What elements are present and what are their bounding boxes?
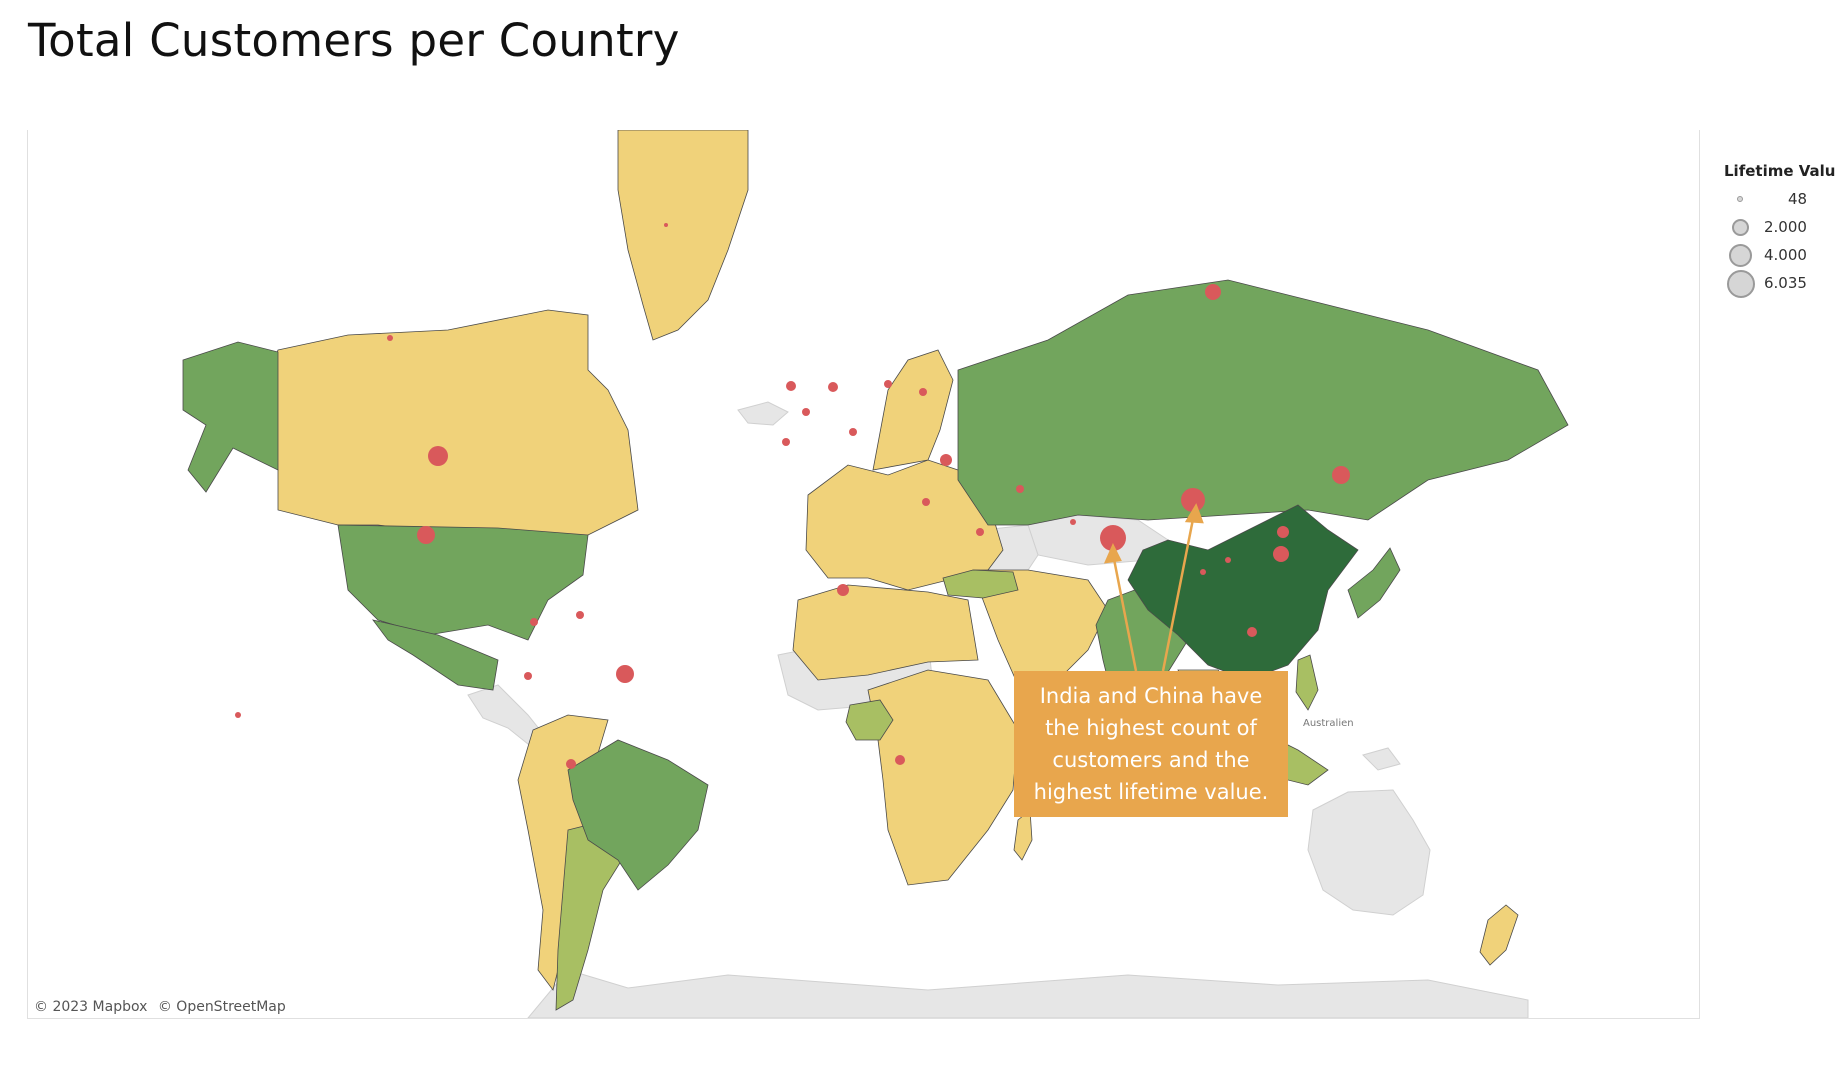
bubble-india[interactable] xyxy=(1100,525,1126,551)
bubble-pakistan[interactable] xyxy=(1070,519,1076,525)
bubble-venezuela[interactable] xyxy=(576,611,584,619)
bubble-spain[interactable] xyxy=(782,438,790,446)
annotation-callout: India and China have the highest count o… xyxy=(1014,671,1288,817)
united-states-shape xyxy=(337,524,589,641)
legend-label-6035: 6.035 xyxy=(1764,274,1807,292)
bubble-france[interactable] xyxy=(802,408,810,416)
bubble-taiwan[interactable] xyxy=(1277,526,1289,538)
map-canvas: Australien xyxy=(182,130,1569,1018)
legend-size-dot-large xyxy=(1729,244,1752,267)
bubble-philippines[interactable] xyxy=(1273,546,1289,562)
brazil-shape xyxy=(567,739,709,891)
legend-size-dot-xlarge xyxy=(1727,270,1755,298)
iceland-shape xyxy=(737,401,789,426)
alaska-shape xyxy=(182,341,279,493)
china-shape xyxy=(1127,504,1359,681)
middle-east-shape xyxy=(972,569,1109,691)
bubble-united-states[interactable] xyxy=(428,446,448,466)
nigeria-shape xyxy=(845,699,894,741)
legend-label-4000: 4.000 xyxy=(1764,246,1807,264)
bubble-germany[interactable] xyxy=(828,382,838,392)
bubble-peru[interactable] xyxy=(524,672,532,680)
legend-item-2000: 2.000 xyxy=(1724,214,1836,242)
legend-size-dot-small xyxy=(1737,196,1743,202)
bubble-argentina[interactable] xyxy=(566,759,576,769)
arrowhead-india xyxy=(1103,543,1122,564)
japan-shape xyxy=(1347,547,1401,619)
size-legend: Lifetime Value 48 2.000 4.000 6.035 xyxy=(1724,162,1836,298)
legend-item-6035: 6.035 xyxy=(1724,270,1836,298)
new-zealand-shape xyxy=(1479,904,1519,966)
ocean-label: Australien xyxy=(1303,718,1354,729)
new-guinea-shape xyxy=(1362,747,1401,771)
bubble-ukraine[interactable] xyxy=(919,388,927,396)
osm-credit[interactable]: © OpenStreetMap xyxy=(157,999,286,1015)
greenland-shape xyxy=(617,130,749,341)
bubble-south-africa[interactable] xyxy=(895,755,905,765)
australia-shape xyxy=(1307,789,1431,916)
bubble-turkey[interactable] xyxy=(940,454,952,466)
bubble-saudi-arabia[interactable] xyxy=(976,528,984,536)
bubble-poland[interactable] xyxy=(884,380,892,388)
russia-shape xyxy=(957,279,1569,526)
legend-label-48: 48 xyxy=(1788,190,1808,208)
legend-label-2000: 2.000 xyxy=(1764,218,1807,236)
bubble-nigeria[interactable] xyxy=(837,584,849,596)
annotation-arrows xyxy=(1103,503,1204,672)
mapbox-credit[interactable]: © 2023 Mapbox xyxy=(34,999,148,1015)
map-attribution[interactable]: © 2023 Mapbox © OpenStreetMap xyxy=(34,999,292,1015)
world-map[interactable]: Australien © 2023 Mapbox © OpenStreetMap xyxy=(27,130,1700,1019)
legend-item-48: 48 xyxy=(1724,186,1836,214)
europe-shape xyxy=(805,459,1004,591)
bubble-japan[interactable] xyxy=(1332,466,1350,484)
tier-top-land xyxy=(1127,504,1359,681)
legend-item-4000: 4.000 xyxy=(1724,242,1836,270)
bubble-mexico[interactable] xyxy=(417,526,435,544)
madagascar-shape xyxy=(1013,809,1033,861)
bubble-brazil[interactable] xyxy=(616,665,634,683)
bubble-indonesia[interactable] xyxy=(1247,627,1257,637)
tier-high-land xyxy=(182,279,1569,891)
canada-shape xyxy=(247,309,639,551)
turkey-shape xyxy=(942,569,1019,599)
bubble-united-kingdom[interactable] xyxy=(786,381,796,391)
bubble-china[interactable] xyxy=(1181,488,1205,512)
bubble-italy[interactable] xyxy=(849,428,857,436)
arrow-to-india xyxy=(1111,553,1138,672)
lifetime-value-bubbles xyxy=(235,223,1350,769)
mexico-shape xyxy=(372,619,499,691)
north-africa-shape xyxy=(792,584,979,681)
bubble-greenland[interactable] xyxy=(664,223,668,227)
antarctica-shape xyxy=(527,969,1529,1018)
central-africa-shape xyxy=(867,669,1019,886)
bubble-pacific-island[interactable] xyxy=(235,712,241,718)
philippines-shape xyxy=(1295,654,1319,711)
legend-title: Lifetime Value xyxy=(1724,162,1836,180)
scandinavia-shape xyxy=(872,349,954,471)
bubble-russia[interactable] xyxy=(1205,284,1221,300)
arrowhead-china xyxy=(1184,503,1204,524)
bubble-iran[interactable] xyxy=(1016,485,1024,493)
bubble-egypt[interactable] xyxy=(922,498,930,506)
annotation-text: India and China have the highest count o… xyxy=(1033,684,1269,804)
bubble-vietnam[interactable] xyxy=(1225,557,1231,563)
arrow-to-china xyxy=(1161,513,1196,672)
legend-size-dot-medium xyxy=(1732,219,1749,236)
bubble-colombia[interactable] xyxy=(530,618,538,626)
bubble-canada[interactable] xyxy=(387,335,393,341)
page-title: Total Customers per Country xyxy=(28,14,680,67)
bubble-thailand[interactable] xyxy=(1200,569,1206,575)
